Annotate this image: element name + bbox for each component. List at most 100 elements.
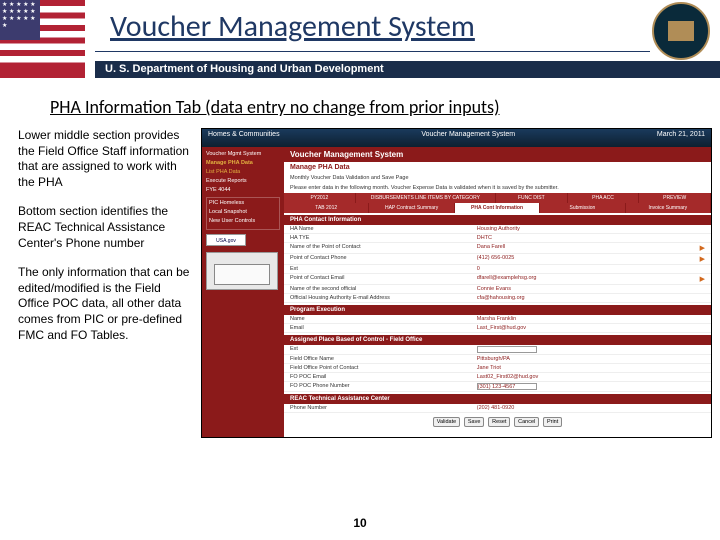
ss-field-label: Name of the Point of Contact <box>290 244 477 252</box>
ss-field-row: Ext0 <box>284 265 711 274</box>
ss-field-row: FO POC Phone Number(301) 123-4567 <box>284 382 711 392</box>
ss-nav-item[interactable]: Manage PHA Data <box>206 160 280 166</box>
paragraph-3: The only information that can be edited/… <box>18 265 193 343</box>
ss-field-label: Official Housing Authority E-mail Addres… <box>290 295 477 301</box>
ss-field-row: HA NameHousing Authority <box>284 225 711 234</box>
ss-button-bar: Validate Save Reset Cancel Print <box>284 413 711 431</box>
ss-nav-item[interactable]: FYE 4044 <box>206 187 280 193</box>
page-number: 10 <box>353 516 366 530</box>
ss-field-label: Field Office Name <box>290 356 477 362</box>
ss-banner-app: Voucher Management System <box>421 131 515 145</box>
ss-field-row: Official Housing Authority E-mail Addres… <box>284 294 711 303</box>
ss-tab[interactable]: DISBURSEMENTS LINE ITEMS BY CATEGORY <box>356 193 496 203</box>
ss-field-row: Name of the second officialConnie Evans <box>284 285 711 294</box>
ss-field-row: Point of Contact Emaildfarell@examplehsg… <box>284 274 711 285</box>
ss-nav-sub[interactable]: New User Controls <box>209 218 277 224</box>
ss-field-row: NameMarsha Franklin <box>284 315 711 324</box>
ss-tab[interactable]: PY2012 <box>284 193 356 203</box>
ss-field-label: HA Name <box>290 226 477 232</box>
ss-field-label: Point of Contact Phone <box>290 255 477 263</box>
ss-field-label: FO POC Phone Number <box>290 383 477 390</box>
ss-field-label: FO POC Email <box>290 374 477 380</box>
ss-note2: Please enter data in the following month… <box>284 183 711 193</box>
ss-field-label: HA TYE <box>290 235 477 241</box>
ss-body: Voucher Mgmt System Manage PHA Data List… <box>202 147 711 437</box>
ss-field-value: Jane Triot <box>477 365 705 371</box>
ss-section-header: Program Execution <box>284 305 711 315</box>
ss-field-label: Field Office Point of Contact <box>290 365 477 371</box>
ss-field-value: dfarell@examplehsg.org <box>477 275 700 283</box>
ss-field-label: Ext <box>290 346 477 353</box>
ss-section-header: PHA Contact Information <box>284 215 711 225</box>
ss-field-row: Phone Number(202) 481-0920 <box>284 404 711 413</box>
ss-field-row: HA TYEDHTC <box>284 234 711 243</box>
ss-field-value: (412) 656-0025 <box>477 255 700 263</box>
ss-tab[interactable]: Invoice Summary <box>626 203 711 213</box>
ss-field-label: Phone Number <box>290 405 477 411</box>
title-underline <box>95 51 650 52</box>
ss-field-value: Last_First@hud.gov <box>477 325 705 331</box>
ss-field-row: Point of Contact Phone(412) 656-0025▶ <box>284 254 711 265</box>
validate-button[interactable]: Validate <box>433 417 460 427</box>
slide-subtitle: PHA Information Tab (data entry no chang… <box>50 96 720 118</box>
ss-field-label: Name <box>290 316 477 322</box>
ss-field-value: Connie Evans <box>477 286 705 292</box>
slide-title: Voucher Management System <box>110 8 475 45</box>
ss-tab[interactable]: PHA ACC <box>568 193 640 203</box>
ss-field-value: Dana Farell <box>477 244 700 252</box>
ss-field-row: Name of the Point of ContactDana Farell▶ <box>284 243 711 254</box>
department-bar: U. S. Department of Housing and Urban De… <box>95 61 720 78</box>
ss-banner-left: Homes & Communities <box>208 131 280 145</box>
arrow-icon: ▶ <box>700 244 705 252</box>
cancel-button[interactable]: Cancel <box>514 417 539 427</box>
ss-field-value: Last02_First02@hud.gov <box>477 374 705 380</box>
ss-usa-gov-link[interactable]: USA.gov <box>206 234 246 246</box>
ss-text-input[interactable] <box>477 346 537 353</box>
print-button[interactable]: Print <box>543 417 562 427</box>
slide-header: ★ ★ ★ ★ ★ ★ ★ ★ ★ ★ ★ ★ ★ ★ ★ ★ Voucher … <box>0 0 720 78</box>
ss-tab-row-1: PY2012 DISBURSEMENTS LINE ITEMS BY CATEG… <box>284 193 711 203</box>
paragraph-2: Bottom section identifies the REAC Techn… <box>18 204 193 251</box>
ss-page-title: Manage PHA Data <box>284 162 711 173</box>
ss-nav-sub[interactable]: PIC Homeless <box>209 200 277 206</box>
ss-field-value: 0 <box>477 266 705 272</box>
ss-sidebar: Voucher Mgmt System Manage PHA Data List… <box>202 147 284 437</box>
ss-tab-active[interactable]: PHA Cont Information <box>455 203 540 213</box>
ss-field-row: FO POC EmailLast02_First02@hud.gov <box>284 373 711 382</box>
hud-seal-icon <box>652 2 710 60</box>
ss-field-row: Field Office NamePittsburgh/PA <box>284 355 711 364</box>
ss-field-value: cfa@hahousing.org <box>477 295 705 301</box>
ss-nav-item[interactable]: Execute Reports <box>206 178 280 184</box>
ss-field-label: Name of the second official <box>290 286 477 292</box>
ss-field-row: EmailLast_First@hud.gov <box>284 324 711 333</box>
ss-tab[interactable]: TAB 2012 <box>284 203 369 213</box>
ss-tab[interactable]: PREVIEW <box>639 193 711 203</box>
ss-main: Voucher Management System Manage PHA Dat… <box>284 147 711 437</box>
ss-tab[interactable]: HAP Contract Summary <box>369 203 454 213</box>
ss-field-value: (202) 481-0920 <box>477 405 705 411</box>
save-button[interactable]: Save <box>464 417 485 427</box>
us-flag-canton: ★ ★ ★ ★ ★ ★ ★ ★ ★ ★ ★ ★ ★ ★ ★ ★ <box>0 0 40 40</box>
reset-button[interactable]: Reset <box>488 417 510 427</box>
ss-field-value: DHTC <box>477 235 705 241</box>
ss-section-header: Assigned Place Based of Control - Field … <box>284 335 711 345</box>
ss-top-banner: Homes & Communities Voucher Management S… <box>202 129 711 147</box>
arrow-icon: ▶ <box>700 255 705 263</box>
ss-nav-sub[interactable]: Local Snapshot <box>209 209 277 215</box>
ss-field-label: Ext <box>290 266 477 272</box>
ss-field-value: Housing Authority <box>477 226 705 232</box>
ss-nav-item[interactable]: Voucher Mgmt System <box>206 151 280 157</box>
ss-field-row: Ext <box>284 345 711 355</box>
ss-app-title: Voucher Management System <box>284 147 711 162</box>
paragraph-1: Lower middle section provides the Field … <box>18 128 193 190</box>
ss-nav-item[interactable]: List PHA Data <box>206 169 280 175</box>
ss-note: Monthly Voucher Data Validation and Save… <box>284 173 711 183</box>
ss-field-value: (301) 123-4567 <box>477 383 705 390</box>
embedded-screenshot: Homes & Communities Voucher Management S… <box>201 128 712 438</box>
ss-field-value: Marsha Franklin <box>477 316 705 322</box>
ss-tab[interactable]: Submission <box>540 203 625 213</box>
ss-text-input[interactable]: (301) 123-4567 <box>477 383 537 390</box>
whitehouse-image-icon <box>206 252 278 290</box>
description-column: Lower middle section provides the Field … <box>18 128 193 438</box>
ss-tab[interactable]: FUNC DIST <box>496 193 568 203</box>
